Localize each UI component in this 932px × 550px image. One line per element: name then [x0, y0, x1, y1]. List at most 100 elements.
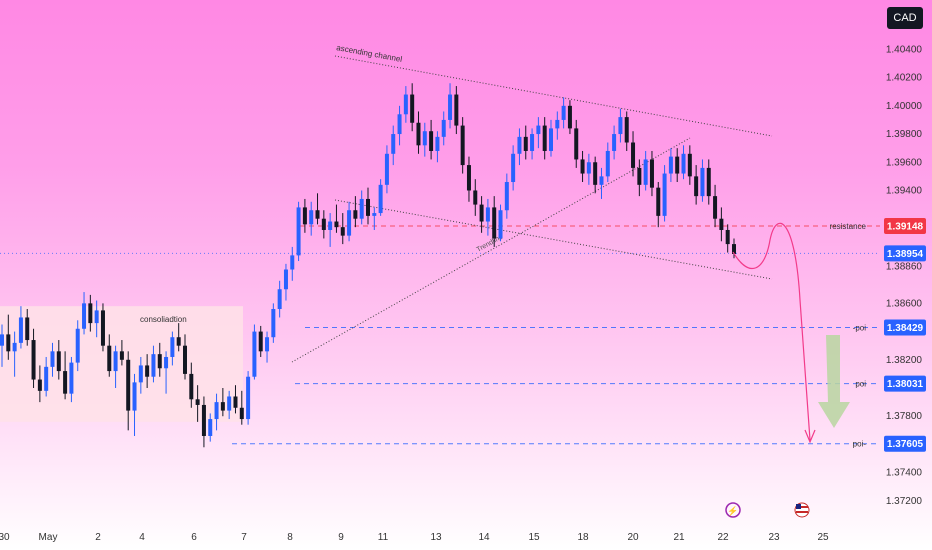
candle-body: [296, 207, 301, 256]
candle-body: [50, 351, 55, 367]
candle-body: [403, 94, 408, 115]
candle-body: [384, 153, 389, 185]
candle-body: [473, 190, 478, 205]
x-tick-label: 11: [378, 532, 389, 543]
candle-body: [448, 94, 453, 120]
candle-body: [549, 128, 553, 151]
lightning-event-icon: [725, 502, 741, 518]
x-tick-label: May: [39, 532, 58, 543]
candle-body: [18, 317, 23, 343]
candle-body: [643, 159, 648, 185]
candle-body: [321, 218, 326, 230]
x-tick-label: 2: [95, 532, 101, 543]
candle-body: [416, 122, 421, 146]
trendline: [291, 137, 691, 363]
x-tick-label: 8: [287, 532, 293, 543]
candle-body: [681, 153, 686, 174]
x-tick-label: 6: [191, 532, 197, 543]
candle-body: [183, 345, 187, 374]
candle-body: [492, 207, 497, 239]
level-price-tag-bg: [884, 435, 926, 452]
candle-body: [687, 153, 692, 177]
x-tick-label: 25: [817, 532, 829, 543]
y-tick-label: 1.37800: [886, 411, 923, 422]
candle-body: [214, 402, 219, 420]
level-label: resistance: [830, 222, 867, 231]
bearish-arrow: [818, 335, 850, 428]
candle-body: [170, 337, 175, 357]
candle-body: [479, 204, 484, 222]
candle-body: [700, 167, 705, 197]
candle-body: [555, 119, 560, 129]
candle-body: [662, 173, 667, 216]
candle-body: [713, 196, 718, 219]
channel-annotation: ascending channel: [336, 43, 403, 64]
candle-body: [0, 334, 4, 346]
consolidation-label: consoliadtion: [140, 315, 187, 324]
candle-body: [542, 125, 547, 151]
candle-body: [561, 105, 566, 120]
y-tick-label: 1.39800: [886, 129, 923, 140]
candle-body: [138, 365, 143, 383]
candle-body: [359, 198, 364, 219]
candle-body: [422, 131, 427, 146]
candle-body: [302, 207, 307, 225]
x-tick-label: 7: [241, 532, 247, 543]
candle-body: [283, 269, 288, 290]
current-price-tag: 1.38954: [887, 249, 924, 260]
candle-body: [189, 373, 194, 400]
candle-body: [586, 162, 591, 174]
us-flag-canton: [796, 504, 801, 509]
candle-body: [631, 142, 636, 168]
candle-body: [599, 176, 604, 185]
x-tick-label: 9: [338, 532, 344, 543]
level-label: poi-: [853, 440, 867, 449]
candle-body: [176, 337, 181, 346]
candle-body: [119, 351, 124, 360]
candle-body: [649, 159, 654, 188]
candle-body: [624, 117, 629, 143]
x-tick-label: 23: [768, 532, 780, 543]
level-price-tag: 1.38429: [887, 323, 924, 334]
level-price-tag: 1.38031: [887, 379, 924, 390]
x-tick-label: 13: [430, 532, 442, 543]
candle-body: [25, 317, 30, 341]
candle-body: [239, 407, 244, 420]
currency-label[interactable]: CAD: [887, 7, 923, 29]
candle-body: [328, 221, 333, 230]
level-price-tag-bg: [884, 375, 926, 392]
candle-body: [353, 210, 358, 219]
y-tick-label: 1.38860: [886, 262, 923, 273]
candle-body: [309, 210, 314, 225]
x-tick-label: 15: [528, 532, 540, 543]
channel-lower-line: [334, 199, 773, 280]
candle-body: [265, 337, 270, 352]
us-flag-stripe: [796, 511, 808, 513]
candle-body: [340, 227, 345, 236]
candle-body: [69, 362, 74, 394]
candle-body: [466, 165, 471, 191]
channel-upper-line: [334, 55, 773, 137]
y-tick-label: 1.38600: [886, 298, 923, 309]
level-price-tag-bg: [884, 218, 926, 235]
candle-body: [258, 331, 263, 352]
candle-body: [580, 159, 585, 174]
candle-body: [725, 229, 730, 245]
candle-body: [145, 365, 150, 377]
candle-body: [372, 213, 377, 216]
level-price-tag: 1.37605: [887, 439, 924, 450]
lightning-event-glyph: ⚡: [727, 505, 738, 517]
x-tick-label: 14: [478, 532, 490, 543]
candle-body: [195, 399, 200, 405]
candle-body: [37, 379, 42, 391]
y-tick-label: 1.37200: [886, 496, 923, 507]
y-tick-label: 1.40400: [886, 44, 923, 55]
candle-body: [12, 342, 17, 352]
projection-arrowhead: [804, 429, 816, 444]
candle-body: [334, 221, 339, 228]
candle-body: [88, 303, 93, 324]
candle-body: [498, 210, 503, 239]
candle-body: [675, 156, 680, 174]
candle-body: [132, 382, 137, 411]
